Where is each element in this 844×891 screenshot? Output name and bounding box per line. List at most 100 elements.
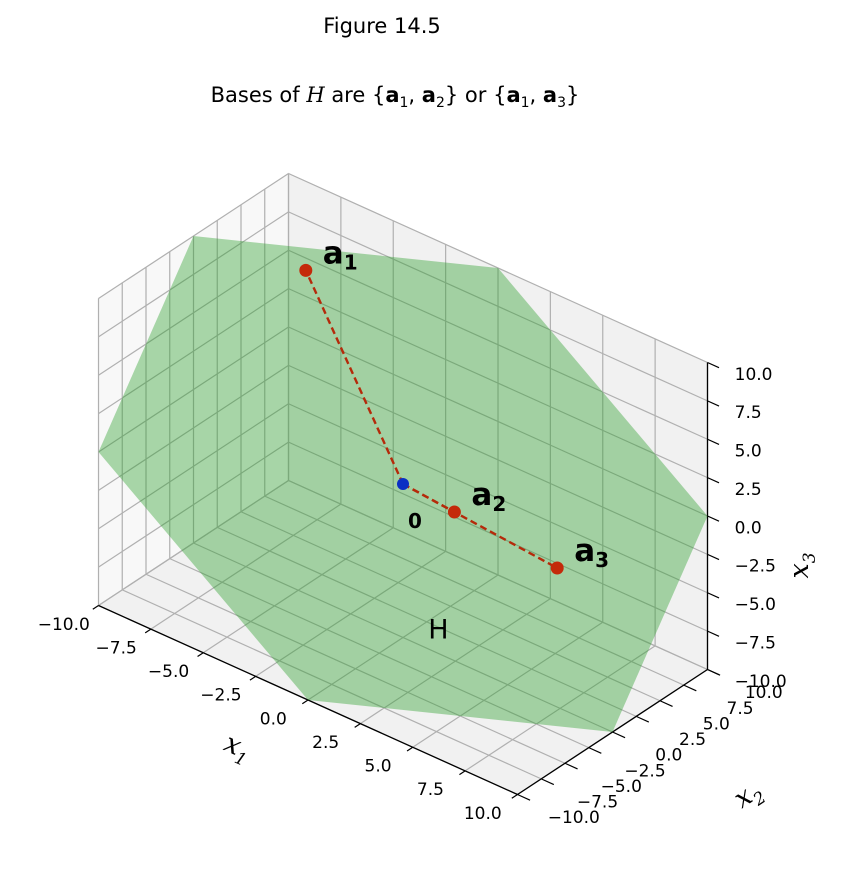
x-tick-3 [249,675,256,681]
title-s1b: 1 [521,95,530,111]
z-tick-4 [707,515,720,522]
grid-floor-y-6 [240,511,661,702]
title-comma2: , [530,83,543,107]
plane-label: H [428,614,448,645]
point-a2 [447,505,461,519]
y-tick-7 [683,684,697,692]
z-tick-label-3: −2.5 [735,557,776,577]
y-tick-8 [707,668,721,676]
y-tick-label-2: −5.0 [601,777,642,797]
label-a2: a2 [471,477,506,516]
grid-floor-x-5 [360,598,551,725]
x-tick-label-7: 7.5 [417,780,444,800]
point-a3 [550,561,564,575]
x-tick-label-3: −2.5 [200,686,241,706]
z-tick-6 [707,438,720,445]
grid-left-z-7 [98,211,289,338]
z-tick-label-7: 7.5 [735,403,762,423]
title-h: H [305,83,325,107]
grid-back-z-5 [288,288,708,479]
title-s1: 1 [400,95,409,111]
y-tick-5 [636,715,650,723]
y-tick-label-7: 7.5 [727,699,754,719]
point-a1 [299,263,313,277]
title-s2: 2 [436,95,445,111]
grid-left-z-5 [98,288,289,415]
y-axis-label: x2 [728,774,770,818]
z-tick-5 [707,477,720,484]
z-tick-label-1: −7.5 [735,633,776,653]
y-tick-6 [659,700,673,707]
grid-left-z-8 [98,172,289,300]
y-tick-label-8: 10.0 [745,683,783,703]
grid-floor-x-7 [464,645,656,772]
title-end: } [566,83,579,107]
y-tick-0 [517,793,531,801]
axis-lines: −10.0−10.0−10.0−7.5−7.5−7.5−5.0−5.0−5.0−… [38,361,820,828]
x-tick-label-1: −7.5 [96,638,137,658]
grid-floor-y-8 [288,479,708,671]
label-a3: a3 [574,533,609,572]
x-tick-7 [459,770,466,776]
grid-floor-y-4 [193,542,613,733]
label-a1: a1 [323,235,358,274]
z-tick-label-2: −5.0 [735,595,776,615]
origin-label: 0 [408,509,422,533]
x-tick-label-8: 10.0 [464,804,502,824]
data-layer: 0 a1 a2 a3 [299,235,609,575]
x-tick-label-4: 0.0 [260,709,287,729]
z-tick-2 [707,592,720,599]
origin-point [397,478,409,490]
z-tick-label-0: −10.0 [735,672,787,692]
x-tick-6 [406,746,414,752]
grid-floor-y-5 [217,526,637,717]
grid-lines [97,172,709,796]
x-tick-2 [197,652,204,658]
z-tick-label-6: 5.0 [735,442,762,462]
segment-a3 [402,482,558,570]
figure-label: Figure 14.5 [323,14,441,38]
y-tick-3 [588,747,602,754]
y-tick-label-3: −2.5 [624,761,665,781]
x-tick-4 [301,699,309,705]
y-tick-label-1: −7.5 [577,793,618,813]
title-mid1: are { [325,83,386,107]
y-tick-label-4: 0.0 [655,746,682,766]
z-tick-label-8: 10.0 [735,365,773,385]
y-tick-1 [541,778,555,786]
title-mid2: } or { [445,83,507,107]
y-tick-label-6: 5.0 [703,714,730,734]
y-tick-label-0: −10.0 [548,808,600,828]
chart-title: Bases of H are {a1, a2} or {a1, a3} [211,83,580,111]
z-tick-3 [707,553,720,561]
title-a2: a [422,83,436,107]
z-tick-label-4: 0.0 [735,518,762,538]
x-tick-0 [92,604,99,610]
title-comma1: , [408,83,421,107]
grid-back-z-7 [288,211,708,402]
grid-back-z-4 [288,326,708,517]
z-tick-1 [707,630,720,637]
z-tick-7 [707,400,720,407]
title-a1: a [385,83,399,107]
segment-a1 [304,269,405,485]
y-tick-label-5: 2.5 [679,730,706,750]
grid-left-z-6 [98,249,289,376]
grid-floor-y-7 [264,495,684,686]
z-axis-label: x3 [784,552,820,578]
x-tick-5 [354,723,361,728]
x-tick-label-0: −10.0 [38,615,90,635]
x-tick-1 [144,628,152,634]
x-tick-label-2: −5.0 [148,662,189,682]
title-a4: a [543,83,557,107]
z-tick-label-5: 2.5 [735,480,762,500]
x-tick-label-5: 2.5 [312,733,339,753]
x-tick-label-6: 5.0 [365,757,392,777]
grid-back-z-8 [288,172,708,364]
grid-back-z-6 [288,249,708,440]
z-tick-8 [707,361,720,369]
grid-left-z-4 [98,326,289,453]
grid-floor-x-6 [412,621,604,748]
y-tick-2 [564,762,578,770]
